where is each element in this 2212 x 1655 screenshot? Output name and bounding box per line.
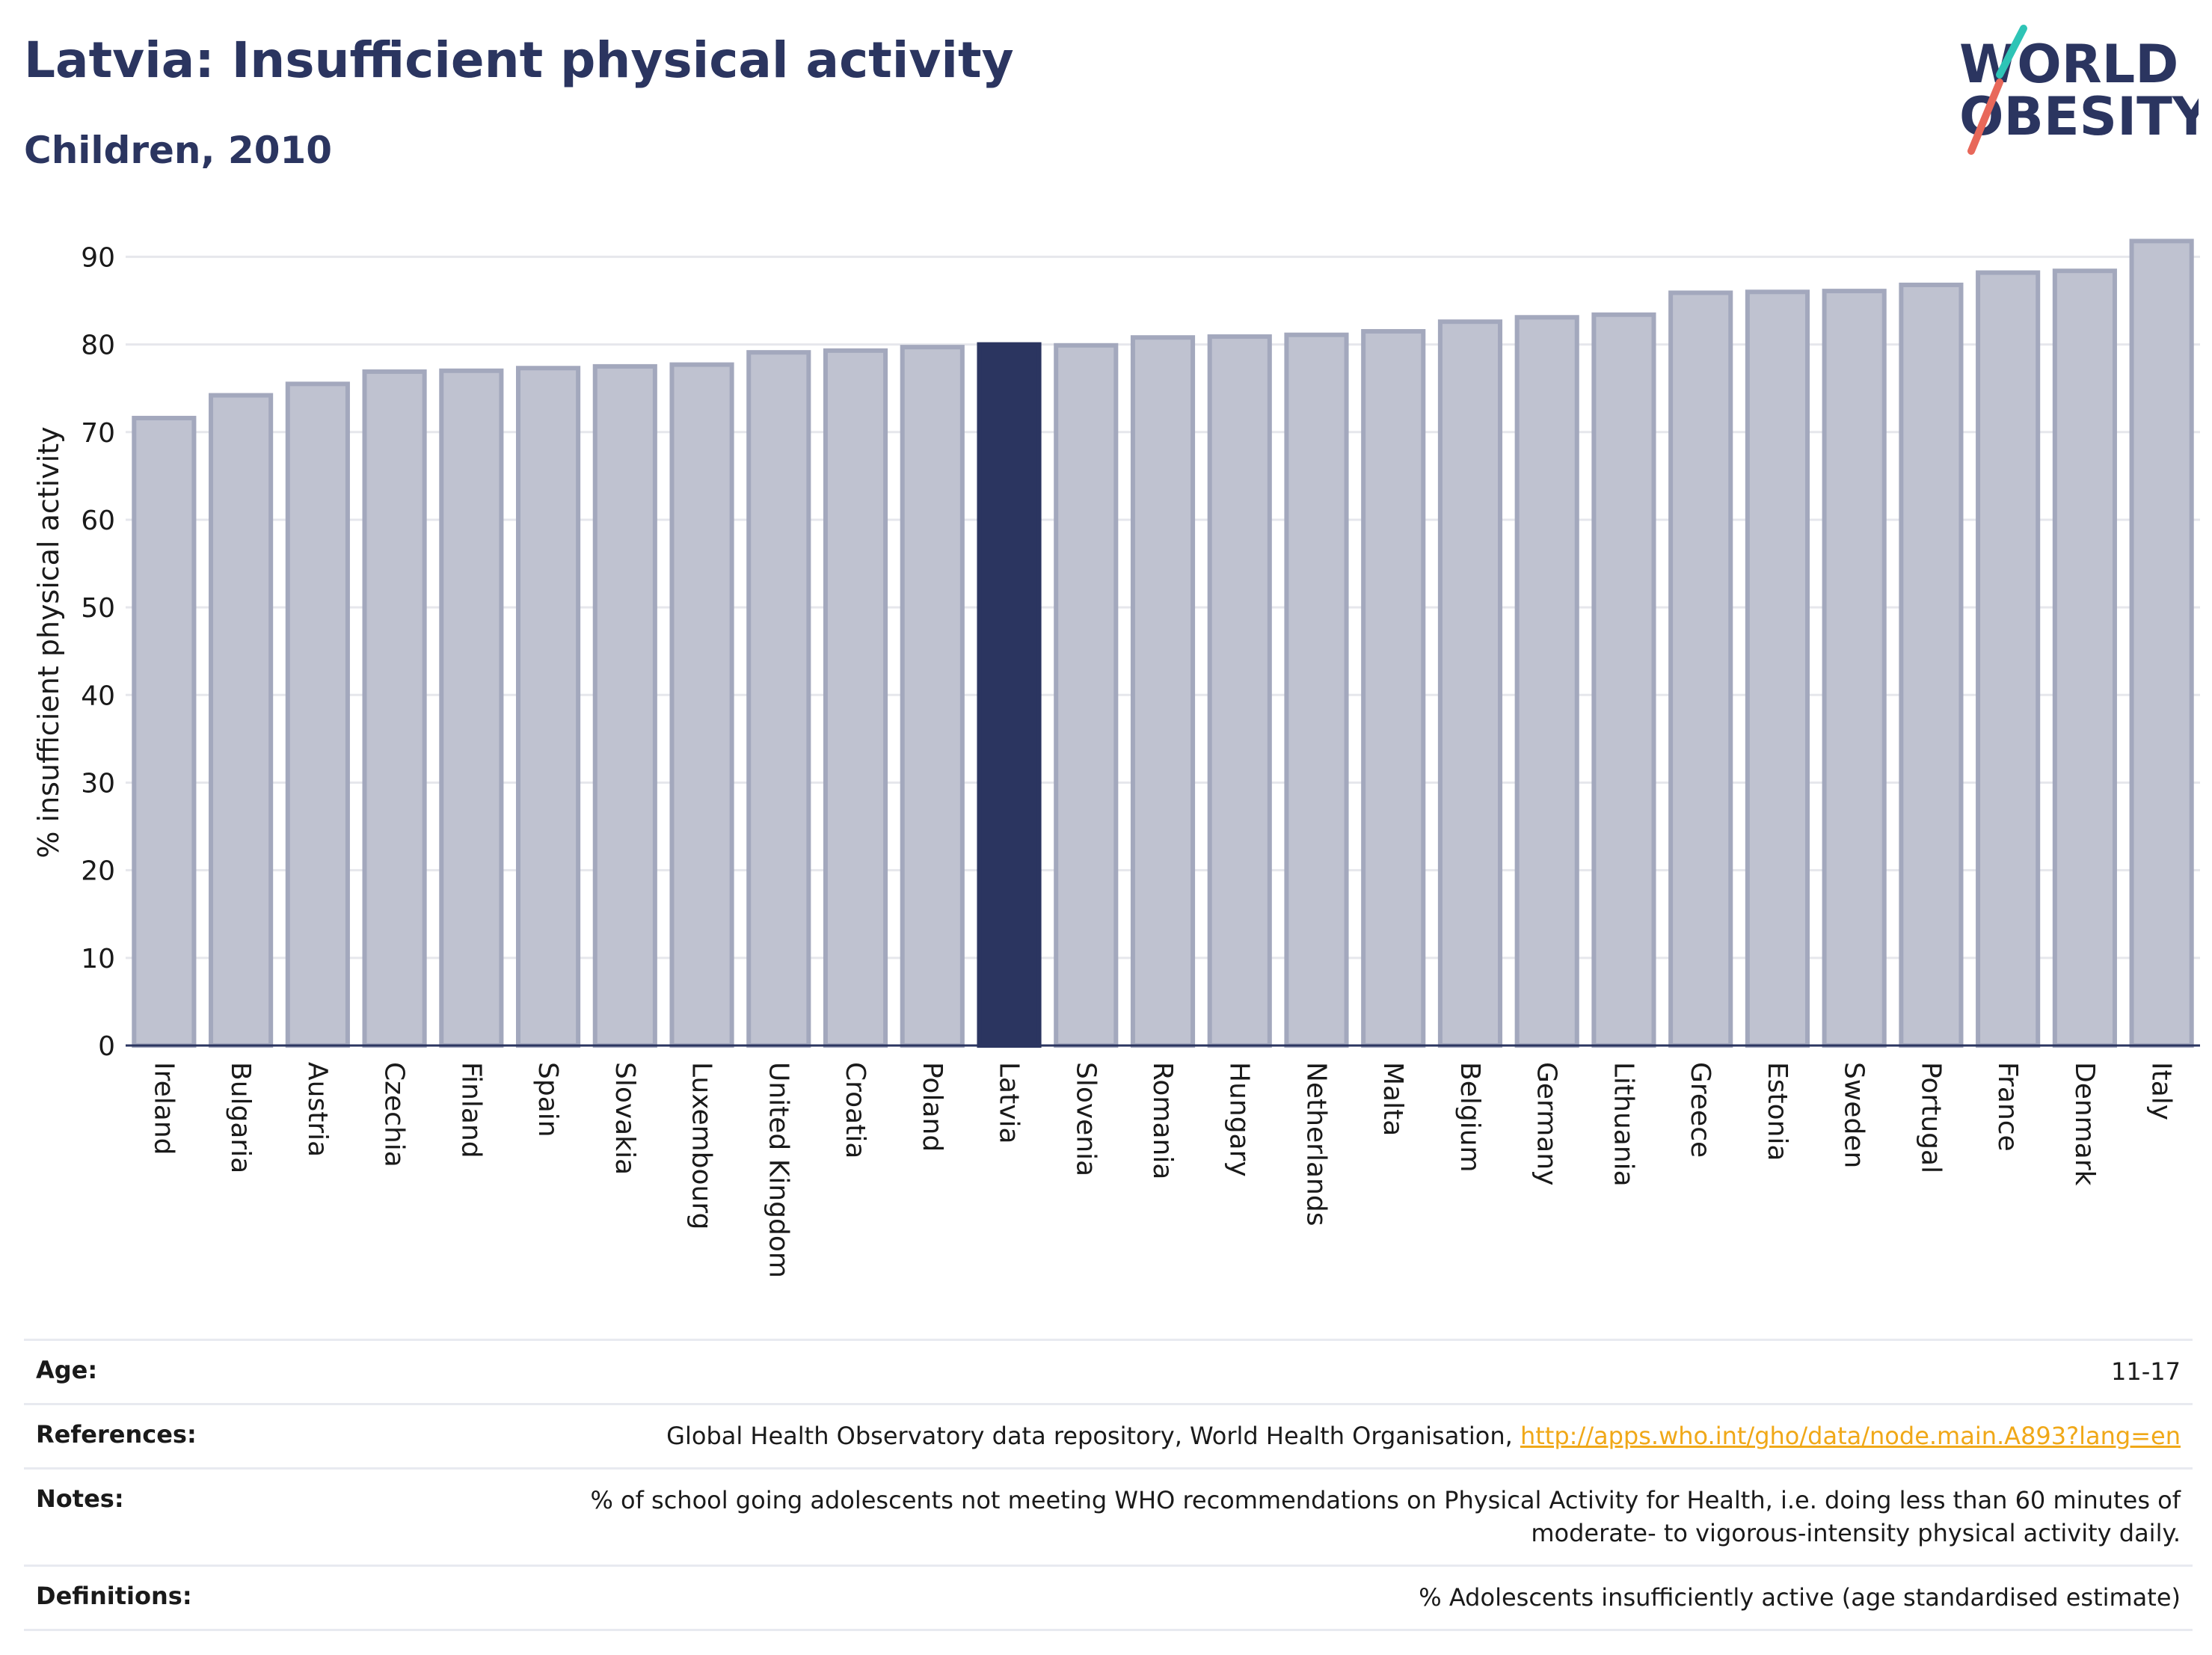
x-tick-label: Czechia [379, 1062, 410, 1167]
x-tick-label: Bulgaria [225, 1062, 256, 1173]
x-tick-label: Sweden [1839, 1062, 1870, 1168]
bar-latvia[interactable] [977, 342, 1042, 1048]
bar-poland[interactable] [900, 345, 965, 1048]
y-axis: 0 10 20 30 40 50 60 70 80 90 [81, 242, 115, 1062]
x-tick-label: Greece [1685, 1062, 1715, 1158]
info-label-definitions: Definitions: [36, 1581, 192, 1610]
svg-text:OBESITY: OBESITY [1959, 86, 2199, 147]
bar-united-kingdom[interactable] [746, 350, 811, 1048]
x-tick-label: Lithuania [1608, 1062, 1638, 1187]
bar-greece[interactable] [1668, 290, 1733, 1048]
x-tick-label: Ireland [148, 1062, 179, 1155]
x-tick-label: Slovenia [1070, 1062, 1101, 1176]
bar-bulgaria[interactable] [209, 393, 274, 1048]
x-tick-label: Malta [1377, 1062, 1408, 1136]
bar-czechia[interactable] [362, 369, 427, 1048]
bar-lithuania[interactable] [1591, 312, 1656, 1048]
x-tick-label: Slovakia [609, 1062, 640, 1175]
info-row-notes: Notes: % of school going adolescents not… [24, 1467, 2193, 1564]
bar-estonia[interactable] [1745, 289, 1810, 1048]
x-tick-label: Spain [532, 1062, 563, 1137]
bar-ireland[interactable] [132, 416, 197, 1048]
bar-malta[interactable] [1361, 329, 1426, 1048]
x-tick-label: Luxembourg [686, 1062, 717, 1229]
y-tick-label: 20 [81, 856, 115, 887]
bar-germany[interactable] [1514, 315, 1579, 1048]
x-tick-label: Denmark [2069, 1062, 2100, 1186]
world-obesity-logo: WORLD OBESITY [1959, 25, 2199, 155]
chart-subtitle: Children, 2010 [24, 129, 333, 172]
bar-netherlands[interactable] [1284, 332, 1349, 1048]
info-label-references: References: [36, 1420, 197, 1449]
x-tick-label: Italy [2146, 1062, 2177, 1120]
bar-spain[interactable] [516, 366, 581, 1048]
y-tick-label: 80 [81, 331, 115, 361]
x-tick-label: United Kingdom [763, 1062, 793, 1278]
x-tick-label: Austria [302, 1062, 333, 1157]
y-tick-label: 30 [81, 768, 115, 799]
chart-title: Latvia: Insufficient physical activity [24, 31, 1014, 89]
x-tick-label: Poland [917, 1062, 947, 1152]
bar-hungary[interactable] [1207, 334, 1272, 1048]
info-value-definitions: % Adolescents insufficiently active (age… [1419, 1582, 2181, 1612]
info-row-references: References: Global Health Observatory da… [24, 1403, 2193, 1467]
info-value-age: 11-17 [2111, 1357, 2181, 1386]
bar-belgium[interactable] [1437, 319, 1503, 1048]
y-tick-label: 40 [81, 681, 115, 711]
references-link[interactable]: http://apps.who.int/gho/data/node.main.A… [1520, 1422, 2181, 1451]
y-tick-label: 90 [81, 242, 115, 273]
info-value-notes: % of school going adolescents not meetin… [590, 1486, 2181, 1547]
info-label-age: Age: [36, 1356, 98, 1384]
y-tick-label: 70 [81, 418, 115, 449]
bar-luxembourg[interactable] [669, 362, 734, 1048]
info-table: Age: 11-17 References: Global Health Obs… [24, 1339, 2193, 1631]
x-tick-label: Estonia [1762, 1062, 1792, 1161]
bar-finland[interactable] [439, 368, 504, 1048]
y-tick-label: 0 [98, 1031, 115, 1062]
references-text: Global Health Observatory data repositor… [666, 1422, 1520, 1451]
x-tick-label: Finland [455, 1062, 486, 1158]
bar-chart: 0 10 20 30 40 50 60 70 80 90 Ireland Bulgaria Austr… [32, 239, 2200, 1278]
bar-france[interactable] [1976, 270, 2041, 1048]
info-row-age: Age: 11-17 [24, 1339, 2193, 1403]
x-tick-label: Netherlands [1300, 1062, 1331, 1226]
bar-austria[interactable] [285, 381, 350, 1048]
y-axis-label: % insufficient physical activity [32, 426, 65, 858]
y-tick-label: 10 [81, 944, 115, 974]
bar-romania[interactable] [1130, 335, 1196, 1048]
info-row-definitions: Definitions: % Adolescents insufficientl… [24, 1564, 2193, 1631]
bar-slovakia[interactable] [592, 363, 657, 1048]
bars [132, 239, 2194, 1048]
bar-croatia[interactable] [823, 348, 888, 1048]
y-tick-label: 60 [81, 506, 115, 536]
bar-portugal[interactable] [1899, 282, 1964, 1048]
x-tick-label: Belgium [1454, 1062, 1485, 1173]
x-tick-label: Romania [1147, 1062, 1178, 1179]
y-tick-label: 50 [81, 593, 115, 624]
x-tick-label: Hungary [1224, 1062, 1255, 1177]
bar-slovenia[interactable] [1054, 343, 1119, 1048]
x-axis-labels: Ireland Bulgaria Austria Czechia Finland Spai… [148, 1062, 2176, 1278]
bar-sweden[interactable] [1822, 289, 1887, 1048]
x-tick-label: Germany [1531, 1062, 1562, 1185]
info-value-references: Global Health Observatory data repositor… [666, 1420, 2181, 1452]
x-tick-label: Portugal [1915, 1062, 1946, 1173]
bar-denmark[interactable] [2052, 268, 2117, 1048]
x-tick-label: Croatia [840, 1062, 870, 1158]
bar-italy[interactable] [2129, 239, 2194, 1048]
x-tick-label: Latvia [994, 1062, 1024, 1144]
x-tick-label: France [1992, 1062, 2023, 1152]
info-label-notes: Notes: [36, 1484, 124, 1514]
